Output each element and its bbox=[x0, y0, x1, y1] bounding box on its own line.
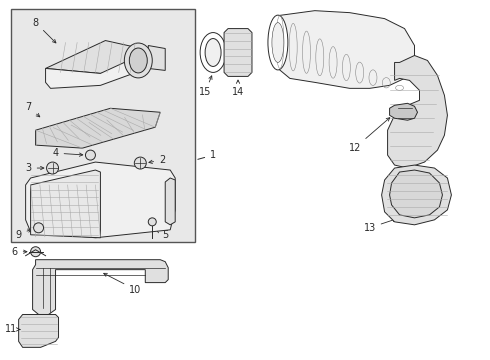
Text: 7: 7 bbox=[25, 102, 40, 117]
Polygon shape bbox=[382, 165, 451, 225]
Polygon shape bbox=[165, 178, 175, 225]
Ellipse shape bbox=[272, 23, 284, 62]
Polygon shape bbox=[390, 170, 442, 218]
Polygon shape bbox=[36, 108, 160, 148]
Bar bbox=[11, 9, 195, 242]
Polygon shape bbox=[388, 55, 447, 168]
Ellipse shape bbox=[200, 32, 226, 72]
Circle shape bbox=[34, 223, 44, 233]
Ellipse shape bbox=[129, 48, 147, 73]
Text: 2: 2 bbox=[149, 155, 165, 165]
Text: 13: 13 bbox=[364, 219, 396, 233]
Text: 10: 10 bbox=[104, 273, 142, 294]
Text: 9: 9 bbox=[16, 229, 31, 240]
Polygon shape bbox=[224, 28, 252, 76]
Polygon shape bbox=[46, 41, 155, 73]
Polygon shape bbox=[46, 50, 155, 88]
Polygon shape bbox=[25, 162, 175, 238]
Text: 4: 4 bbox=[52, 148, 83, 158]
Polygon shape bbox=[30, 170, 100, 238]
Ellipse shape bbox=[205, 39, 221, 67]
Circle shape bbox=[85, 150, 96, 160]
Polygon shape bbox=[390, 103, 417, 120]
Text: 15: 15 bbox=[199, 76, 212, 97]
Text: 5: 5 bbox=[156, 230, 169, 240]
Text: 14: 14 bbox=[232, 80, 244, 97]
Circle shape bbox=[47, 162, 58, 174]
Circle shape bbox=[134, 157, 147, 169]
Polygon shape bbox=[19, 315, 58, 347]
Text: 11: 11 bbox=[4, 324, 20, 334]
Circle shape bbox=[30, 247, 41, 257]
Ellipse shape bbox=[268, 15, 288, 70]
Polygon shape bbox=[278, 11, 415, 88]
Text: 1: 1 bbox=[198, 150, 216, 160]
Text: 6: 6 bbox=[12, 247, 27, 257]
Ellipse shape bbox=[124, 43, 152, 78]
Text: 12: 12 bbox=[348, 118, 390, 153]
Polygon shape bbox=[33, 260, 168, 315]
Polygon shape bbox=[148, 45, 165, 71]
Circle shape bbox=[148, 218, 156, 226]
Text: 8: 8 bbox=[32, 18, 56, 43]
Text: 3: 3 bbox=[25, 163, 44, 173]
